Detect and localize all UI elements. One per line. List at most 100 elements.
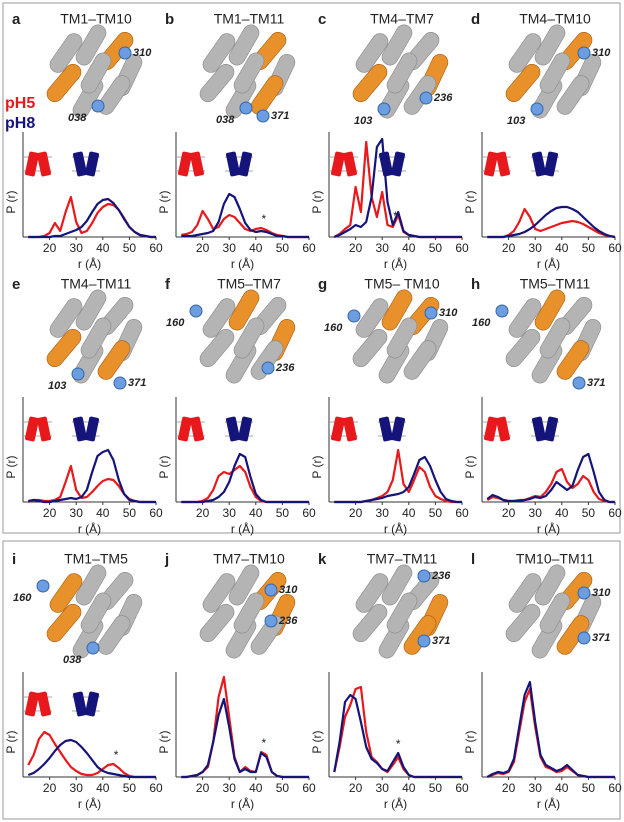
residue-label: 310 bbox=[279, 584, 298, 596]
panel-letter: j bbox=[164, 551, 169, 568]
x-tick-label: 20 bbox=[349, 241, 363, 255]
panel-letter: a bbox=[12, 11, 21, 28]
residue-label: 160 bbox=[166, 317, 185, 329]
helix bbox=[202, 573, 236, 613]
x-tick-label: 50 bbox=[123, 506, 137, 520]
series-line bbox=[181, 697, 309, 779]
icon-helix bbox=[483, 416, 499, 442]
residue-label: 371 bbox=[592, 632, 610, 644]
icon-helix bbox=[495, 151, 511, 177]
residue-label: 038 bbox=[68, 112, 87, 124]
x-tick-label: 40 bbox=[555, 241, 569, 255]
residue-sphere bbox=[264, 583, 278, 597]
y-axis-label: P (r) bbox=[157, 190, 171, 213]
helix bbox=[199, 603, 235, 643]
x-tick-label: 20 bbox=[196, 506, 210, 520]
x-tick-label: 50 bbox=[276, 241, 290, 255]
x-tick-label: 60 bbox=[455, 781, 469, 795]
helix bbox=[250, 75, 284, 115]
residue-sphere bbox=[36, 579, 50, 593]
residue-sphere bbox=[256, 109, 270, 123]
residue-sphere bbox=[91, 99, 105, 113]
helix bbox=[505, 63, 541, 103]
icon-helix bbox=[342, 416, 358, 442]
x-tick-label: 50 bbox=[123, 241, 137, 255]
helix bbox=[202, 298, 236, 338]
y-axis-label: P (r) bbox=[310, 730, 324, 753]
icon-helix bbox=[390, 416, 406, 442]
helix bbox=[202, 33, 236, 73]
series-line bbox=[181, 464, 309, 504]
helix bbox=[355, 298, 389, 338]
residue-sphere bbox=[264, 614, 278, 628]
x-axis-label: r (Å) bbox=[537, 521, 560, 536]
x-tick-label: 20 bbox=[196, 781, 210, 795]
helix bbox=[49, 298, 83, 338]
x-axis-label: r (Å) bbox=[384, 796, 407, 811]
panel-letter: l bbox=[471, 551, 475, 568]
annotation: * bbox=[114, 748, 119, 762]
residue-label: 236 bbox=[278, 615, 298, 627]
panel-letter: i bbox=[12, 551, 16, 568]
x-tick-label: 30 bbox=[70, 781, 84, 795]
residue-label: 371 bbox=[128, 377, 146, 389]
icon-helix bbox=[495, 416, 511, 442]
icon-helix bbox=[378, 416, 394, 442]
icon-helix bbox=[72, 691, 88, 717]
x-tick-label: 60 bbox=[149, 781, 163, 795]
x-tick-label: 40 bbox=[402, 781, 416, 795]
y-axis-label: P (r) bbox=[157, 455, 171, 478]
series-line bbox=[27, 730, 156, 779]
residue-sphere bbox=[424, 306, 438, 320]
annotation: * bbox=[261, 736, 266, 750]
y-axis-label: P (r) bbox=[463, 455, 477, 478]
x-tick-label: 40 bbox=[249, 781, 263, 795]
residue-label: 038 bbox=[63, 654, 82, 666]
frame-bottom bbox=[2, 540, 621, 820]
residue-label: 160 bbox=[472, 317, 491, 329]
helix bbox=[508, 573, 542, 613]
residue-sphere bbox=[189, 304, 203, 318]
helix bbox=[75, 24, 107, 66]
x-tick-label: 20 bbox=[43, 781, 57, 795]
helix bbox=[505, 328, 541, 368]
icon-helix bbox=[72, 416, 88, 442]
icon-helix bbox=[24, 691, 40, 717]
x-tick-label: 30 bbox=[529, 506, 543, 520]
residue-sphere bbox=[239, 101, 253, 115]
panel-letter: h bbox=[471, 276, 480, 293]
panel-title: TM5–TM11 bbox=[520, 276, 591, 292]
x-tick-label: 50 bbox=[429, 506, 443, 520]
residue-sphere bbox=[572, 376, 586, 390]
icon-helix bbox=[225, 416, 241, 442]
icon-helix bbox=[72, 151, 88, 177]
helix bbox=[355, 573, 389, 613]
icon-helix bbox=[189, 151, 205, 177]
residue-sphere bbox=[417, 634, 431, 648]
frame-top bbox=[2, 2, 621, 534]
icon-helix bbox=[531, 416, 547, 442]
x-tick-label: 50 bbox=[582, 506, 596, 520]
x-tick-label: 60 bbox=[608, 241, 622, 255]
helix bbox=[228, 24, 260, 66]
helix bbox=[49, 573, 83, 613]
panel-title: TM4–TM7 bbox=[370, 11, 434, 27]
x-tick-label: 20 bbox=[43, 241, 57, 255]
x-tick-label: 20 bbox=[502, 781, 516, 795]
icon-helix bbox=[531, 151, 547, 177]
residue-label: 236 bbox=[433, 92, 453, 104]
residue-sphere bbox=[577, 586, 591, 600]
residue-label: 103 bbox=[48, 380, 66, 392]
x-tick-label: 60 bbox=[149, 506, 163, 520]
helix bbox=[49, 33, 83, 73]
series-line bbox=[181, 192, 309, 239]
helix bbox=[199, 328, 235, 368]
helix bbox=[46, 603, 82, 643]
residue-sphere bbox=[86, 641, 100, 655]
x-tick-label: 20 bbox=[43, 506, 57, 520]
panel-title: TM5– TM10 bbox=[364, 276, 439, 292]
residue-label: 103 bbox=[354, 115, 372, 127]
series-line bbox=[333, 685, 462, 779]
x-axis-label: r (Å) bbox=[384, 521, 407, 536]
x-tick-label: 30 bbox=[376, 506, 390, 520]
